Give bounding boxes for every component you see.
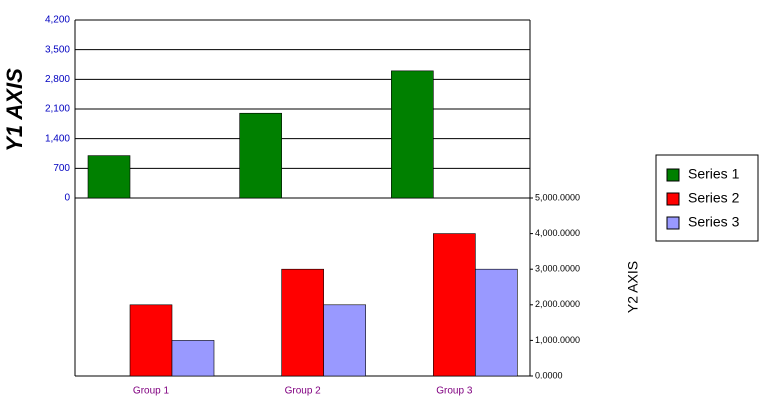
- y-tick-label: 2,100: [45, 104, 70, 115]
- y2-tick-label: 5,000.0000: [535, 192, 580, 202]
- y-tick-label: 700: [53, 163, 70, 174]
- legend-label: Series 1: [688, 166, 740, 182]
- y-tick-label: 1,400: [45, 133, 70, 144]
- bar: [475, 268, 518, 377]
- y-tick-label: 3,500: [45, 44, 70, 55]
- y2-tick-label: 4,000.0000: [535, 228, 580, 238]
- x-tick-label: Group 3: [436, 386, 473, 397]
- y-tick-label: 0: [64, 193, 70, 204]
- y-tick-label: 2,800: [45, 74, 70, 85]
- bar: [323, 304, 366, 377]
- bar: [433, 233, 476, 377]
- y-tick-label: 4,200: [45, 15, 70, 26]
- legend-swatch: [666, 192, 680, 206]
- y2-tick-label: 3,000.0000: [535, 264, 580, 274]
- legend-swatch: [666, 168, 680, 182]
- y2-tick-label: 1,000.0000: [535, 335, 580, 345]
- y2-tick-label: 2,000.0000: [535, 299, 580, 309]
- y2-tick-label: 0.0000: [535, 370, 563, 380]
- y2-axis-label: Y2 AXIS: [625, 261, 641, 313]
- x-tick-label: Group 1: [133, 386, 170, 397]
- bar: [129, 304, 173, 377]
- bar: [391, 70, 434, 199]
- bar: [281, 268, 324, 377]
- bar: [87, 155, 131, 199]
- legend-swatch: [666, 216, 680, 230]
- legend-label: Series 3: [688, 214, 740, 230]
- bar: [171, 340, 215, 377]
- x-tick-label: Group 2: [285, 386, 322, 397]
- y-axis-label: Y1 AXIS: [2, 68, 27, 152]
- legend-label: Series 2: [688, 190, 740, 206]
- bar: [239, 112, 282, 199]
